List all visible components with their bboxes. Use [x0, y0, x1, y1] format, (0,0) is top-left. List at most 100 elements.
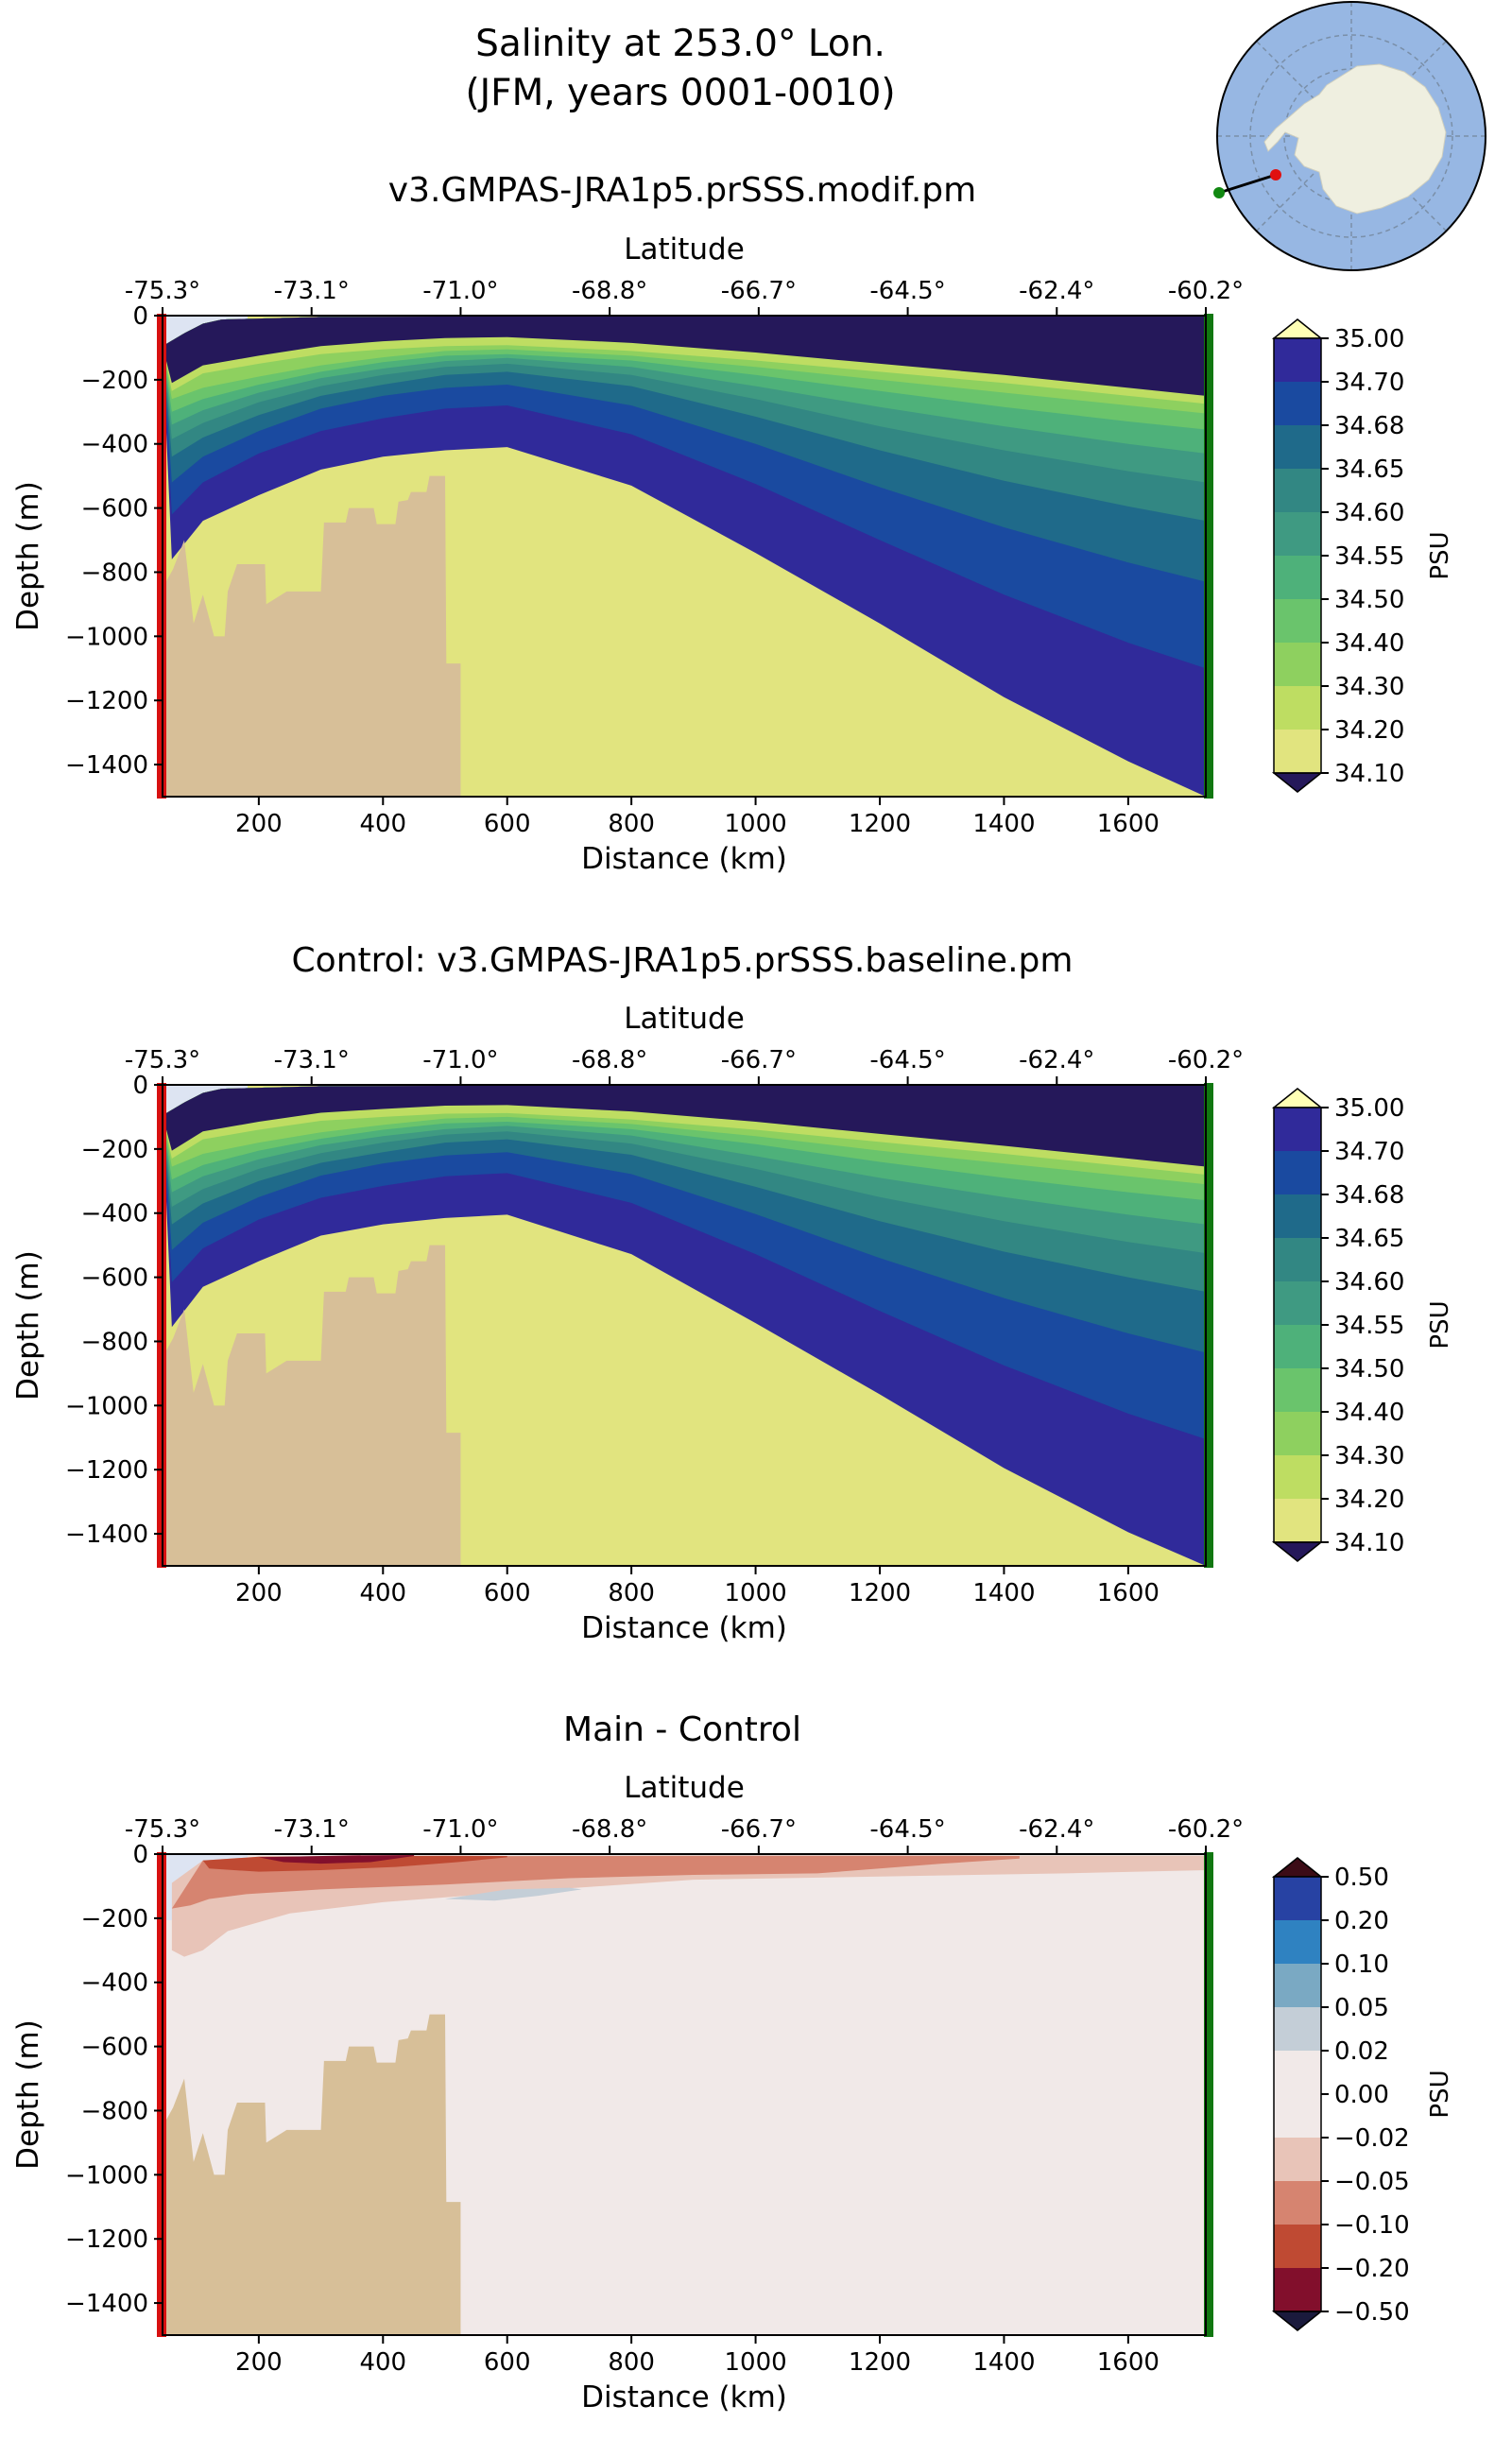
panel-title: Main - Control [563, 1710, 801, 1749]
colorbar-tick-label: 35.00 [1334, 325, 1404, 353]
y-tick-label: −200 [81, 1905, 148, 1933]
lat-tick-label: -60.2° [1168, 1046, 1244, 1074]
colorbar-segment [1274, 382, 1321, 425]
colorbar-extend-high [1271, 1088, 1324, 1108]
section-start-marker [1270, 169, 1281, 180]
y-tick-label: −800 [81, 2097, 148, 2125]
difference-patch [171, 1855, 1020, 1909]
colorbar-tick-label: 0.10 [1334, 1950, 1389, 1979]
lat-tick-label: -60.2° [1168, 1815, 1244, 1844]
lat-tick-label: -68.8° [572, 1815, 647, 1844]
lat-tick-label: -68.8° [572, 1046, 647, 1074]
seafloor-bathymetry [163, 2014, 461, 2335]
antarctica-landmass [1263, 63, 1447, 215]
colorbar-extend-high [1271, 1857, 1324, 1878]
axes-frame [162, 1084, 1207, 1567]
colorbar-segment [1274, 1325, 1321, 1368]
colorbar-segment [1274, 2138, 1321, 2181]
colorbar-tick-label: −0.05 [1334, 2168, 1410, 2196]
colorbar-segment [1274, 469, 1321, 512]
x-tick-label: 1200 [849, 1579, 911, 1607]
colorbar-segment [1274, 2181, 1321, 2225]
colorbar-tick-label: 34.50 [1334, 586, 1404, 614]
y-tick-label: −400 [81, 1200, 148, 1228]
fresh-surface-layer [163, 1085, 1206, 1167]
colorbar-segment [1274, 1151, 1321, 1194]
colorbar-segment [1274, 599, 1321, 643]
lat-tick-label: -62.4° [1019, 277, 1094, 305]
colorbar-extend-low [1271, 772, 1324, 793]
y-axis-label: Depth (m) [11, 2019, 45, 2170]
x-tick-label: 1200 [849, 810, 911, 838]
y-tick-label: −1200 [65, 2225, 148, 2254]
x-tick-label: 400 [359, 2348, 406, 2377]
panel-title: Control: v3.GMPAS-JRA1p5.prSSS.baseline.… [292, 941, 1074, 980]
colorbar-segment [1274, 686, 1321, 730]
colorbar-tick-label: −0.02 [1334, 2124, 1410, 2153]
y-tick-label: −1400 [65, 1521, 148, 1549]
lat-tick-label: -75.3° [125, 1815, 200, 1844]
colorbar-segment [1274, 1108, 1321, 1151]
lat-tick-label: -68.8° [572, 277, 647, 305]
x-tick-label: 1400 [972, 1579, 1035, 1607]
x-tick-label: 600 [484, 810, 531, 838]
x-tick-label: 400 [359, 1579, 406, 1607]
y-axis-label: Depth (m) [11, 481, 45, 631]
seafloor-bathymetry [163, 1245, 461, 1566]
colorbar-segment [1274, 1877, 1321, 1920]
lat-tick-label: -64.5° [869, 1046, 945, 1074]
figure-title-line2: (JFM, years 0001-0010) [465, 72, 895, 114]
fresh-surface-layer [163, 316, 1206, 396]
lat-tick-label: -60.2° [1168, 277, 1244, 305]
colorbar-segment [1274, 1281, 1321, 1325]
section-end-marker [1213, 187, 1225, 198]
lat-tick-label: -73.1° [274, 277, 350, 305]
difference-patch [258, 1855, 415, 1864]
panel-modif: v3.GMPAS-JRA1p5.prSSS.modif.pm 200 400 600 8… [11, 171, 1454, 876]
lat-tick-label: -66.7° [721, 1046, 797, 1074]
x-tick-label: 1600 [1097, 2348, 1160, 2377]
colorbar-tick-label: 0.50 [1334, 1864, 1389, 1892]
panel-title: v3.GMPAS-JRA1p5.prSSS.modif.pm [388, 171, 976, 210]
x-axis-label: Distance (km) [581, 2380, 787, 2414]
lat-tick-label: -75.3° [125, 277, 200, 305]
y-tick-label: −600 [81, 2034, 148, 2062]
top-axis-label: Latitude [624, 1002, 745, 1036]
y-tick-label: −600 [81, 495, 148, 524]
lat-tick-label: -62.4° [1019, 1046, 1094, 1074]
y-tick-label: −600 [81, 1264, 148, 1293]
difference-patch [445, 1887, 582, 1901]
colorbar-segment [1274, 1194, 1321, 1238]
x-tick-label: 800 [608, 1579, 655, 1607]
x-tick-label: 600 [484, 2348, 531, 2377]
x-tick-label: 1400 [972, 2348, 1035, 2377]
x-axis-label: Distance (km) [581, 1611, 787, 1645]
colorbar-segment [1274, 1455, 1321, 1499]
x-tick-label: 1400 [972, 810, 1035, 838]
colorbar-tick-label: 34.65 [1334, 455, 1404, 484]
colorbar-tick-label: 0.02 [1334, 2037, 1389, 2066]
lat-tick-label: -64.5° [869, 277, 945, 305]
x-tick-label: 800 [608, 2348, 655, 2377]
colorbar-segment [1274, 1964, 1321, 2007]
colorbar-tick-label: 34.55 [1334, 1312, 1404, 1340]
inset-map [1213, 1, 1486, 271]
lat-tick-label: -71.0° [422, 277, 498, 305]
colorbar-tick-label: 34.70 [1334, 1138, 1404, 1166]
colorbar-extend-high [1271, 318, 1324, 339]
lat-tick-label: -75.3° [125, 1046, 200, 1074]
x-tick-label: 1000 [724, 2348, 786, 2377]
colorbar-segment [1274, 1238, 1321, 1281]
colorbar-segment [1274, 730, 1321, 773]
colorbar-tick-label: 0.20 [1334, 1907, 1389, 1935]
plot-area [163, 1854, 1206, 2335]
colorbar-segment [1274, 1499, 1321, 1542]
section-end-line [1204, 314, 1213, 799]
colorbar-tick-label: 34.10 [1334, 760, 1404, 788]
panel-difference: Main - Control 200 400 600 800 1000 1200 1400 16… [11, 1710, 1454, 2414]
colorbar-segment [1274, 643, 1321, 686]
colorbar-tick-label: −0.10 [1334, 2211, 1410, 2240]
axes-frame [162, 315, 1207, 798]
y-tick-label: −1000 [65, 623, 148, 651]
colorbar-tick-label: 0.05 [1334, 1994, 1389, 2022]
